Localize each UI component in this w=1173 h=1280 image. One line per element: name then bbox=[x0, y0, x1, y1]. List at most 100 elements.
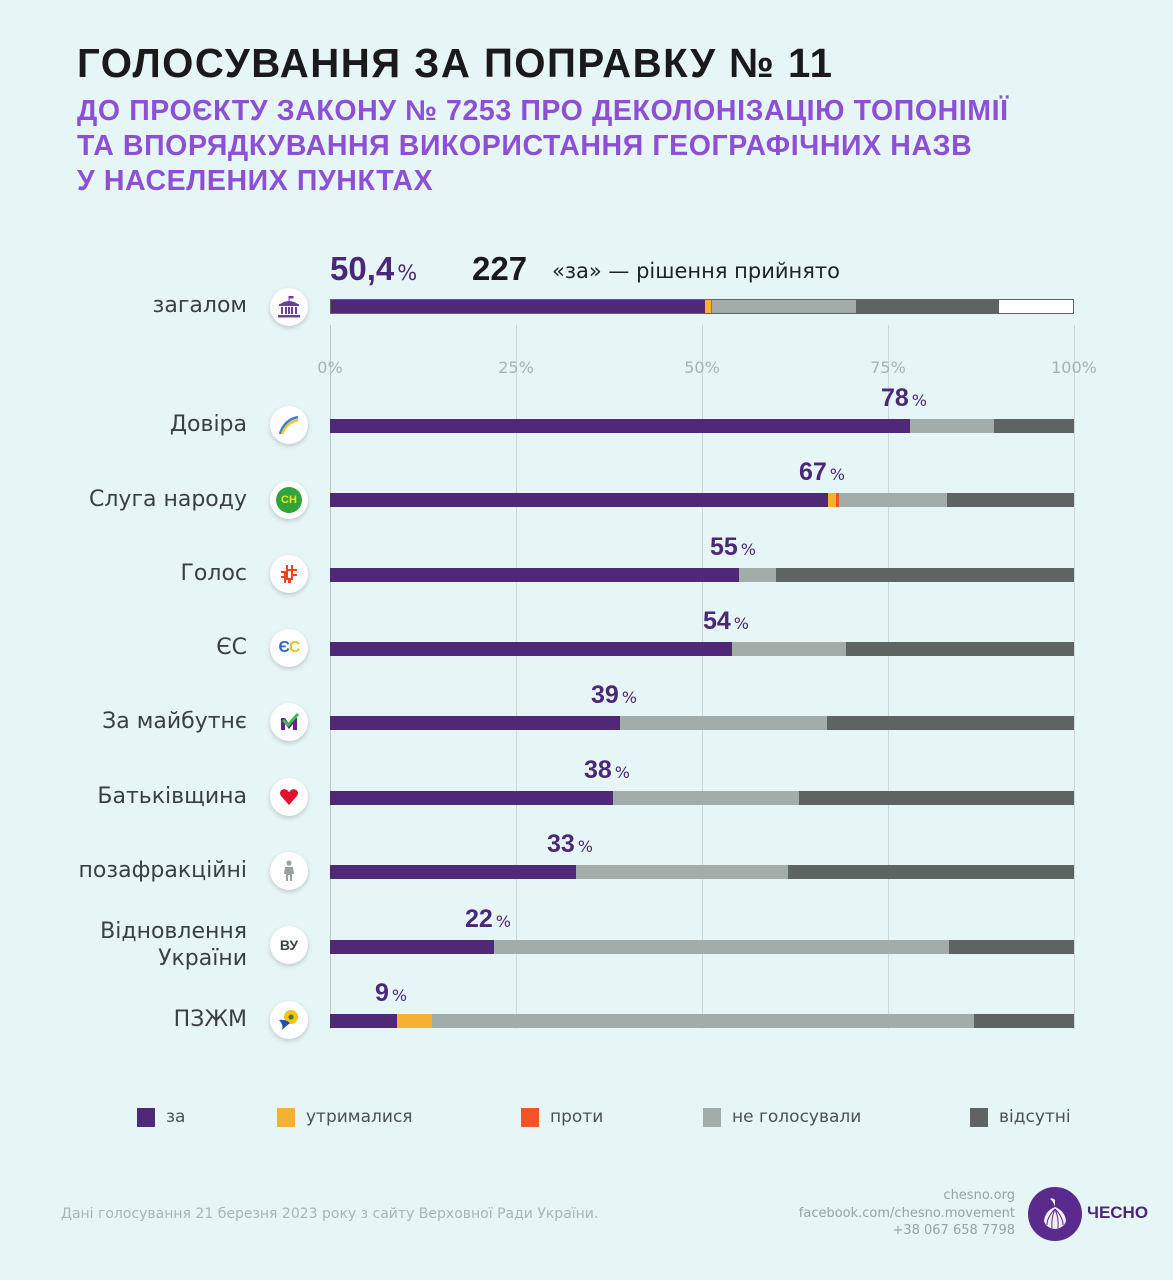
data-label: 67% bbox=[799, 458, 845, 487]
percent-sign: % bbox=[397, 261, 418, 285]
bar-segment-za bbox=[330, 865, 576, 879]
percent-sign: % bbox=[614, 763, 631, 782]
bar-overall bbox=[330, 299, 1074, 314]
bar-segment-za bbox=[330, 493, 829, 507]
row-label-yes: ЄС bbox=[216, 635, 247, 660]
data-label: 78% bbox=[881, 384, 927, 413]
overall-percent-value: 50,4 bbox=[330, 250, 395, 287]
bar-vidnovlennia-ukrainy bbox=[330, 940, 1074, 954]
yes-logo-letter-s: С bbox=[288, 639, 301, 656]
legend-item-proty: проти bbox=[521, 1107, 603, 1127]
bar-segment-vacant bbox=[999, 300, 1073, 313]
bar-segment-vidsutni bbox=[788, 865, 1074, 879]
bar-segment-za bbox=[330, 940, 494, 954]
contacts: chesno.org facebook.com/chesno.movement … bbox=[799, 1187, 1015, 1240]
data-label-value: 33 bbox=[546, 830, 575, 858]
x-tick-label: 50% bbox=[684, 358, 720, 377]
za-maibutnie-logo-icon bbox=[270, 703, 308, 741]
percent-sign: % bbox=[495, 912, 512, 931]
person-icon bbox=[270, 852, 308, 890]
bar-segment-ne-holosuvaly bbox=[712, 300, 856, 313]
data-label: 9% bbox=[375, 979, 407, 1008]
bar-za-maibutnie bbox=[330, 716, 1074, 730]
gridline bbox=[888, 325, 889, 1029]
bar-segment-ne-holosuvaly bbox=[431, 1014, 974, 1028]
data-label-value: 9 bbox=[374, 979, 389, 1007]
row-label-overall: загалом bbox=[152, 293, 247, 318]
vu-logo-icon: ВУ bbox=[270, 926, 308, 964]
data-label-value: 55 bbox=[709, 533, 738, 561]
x-tick-label: 100% bbox=[1051, 358, 1097, 377]
legend-label: проти bbox=[550, 1107, 604, 1127]
chesno-logo-text: ЧЕСНО bbox=[1087, 1203, 1149, 1222]
parliament-icon bbox=[270, 288, 308, 326]
subtitle-line: ТА ВПОРЯДКУВАННЯ ВИКОРИСТАННЯ ГЕОГРАФІЧН… bbox=[77, 130, 973, 162]
x-tick-label: 75% bbox=[870, 358, 906, 377]
bar-segment-za bbox=[330, 791, 613, 805]
bar-holos bbox=[330, 568, 1074, 582]
data-label-value: 78 bbox=[880, 384, 909, 412]
percent-sign: % bbox=[911, 391, 928, 410]
data-label: 39% bbox=[591, 681, 637, 710]
bar-yes bbox=[330, 642, 1074, 656]
bar-segment-vidsutni bbox=[845, 642, 1074, 656]
page-subtitle: ДО ПРОЄКТУ ЗАКОНУ № 7253 ПРО ДЕКОЛОНІЗАЦ… bbox=[77, 94, 1009, 199]
heart-icon bbox=[270, 778, 308, 816]
bar-segment-vidsutni bbox=[826, 716, 1074, 730]
bar-segment-utrymalysia bbox=[704, 300, 711, 313]
bar-segment-za bbox=[331, 300, 705, 313]
row-label-sluha-narodu: Слуга народу bbox=[89, 487, 247, 512]
bar-segment-vidsutni bbox=[799, 791, 1074, 805]
bar-batkivshchyna bbox=[330, 791, 1074, 805]
bar-segment-za bbox=[330, 419, 911, 433]
bar-segment-ne-holosuvaly bbox=[739, 568, 777, 582]
data-label-value: 22 bbox=[464, 905, 493, 933]
row-label-za-maibutnie: За майбутнє bbox=[102, 709, 247, 734]
label-line: України bbox=[158, 946, 247, 971]
bar-segment-vidsutni bbox=[993, 419, 1074, 433]
legend-label: за bbox=[166, 1107, 186, 1127]
percent-sign: % bbox=[740, 540, 757, 559]
overall-percent-label: 50,4% bbox=[330, 250, 417, 288]
bar-pzzhm bbox=[330, 1014, 1074, 1028]
sluha-narodu-logo-text: СН bbox=[276, 487, 302, 513]
website-link[interactable]: chesno.org bbox=[943, 1188, 1015, 1203]
bar-segment-vidsutni bbox=[948, 940, 1074, 954]
bar-segment-ne-holosuvaly bbox=[493, 940, 949, 954]
legend-item-utrymalysia: утрималися bbox=[277, 1107, 413, 1127]
votes-for-count: 227 bbox=[472, 250, 528, 287]
bar-segment-ne-holosuvaly bbox=[838, 493, 948, 507]
sunflower-bird-icon bbox=[270, 1001, 308, 1039]
bar-sluha-narodu bbox=[330, 493, 1074, 507]
bar-segment-utrymalysia bbox=[828, 493, 836, 507]
bar-segment-vidsutni bbox=[947, 493, 1074, 507]
label-line: Відновлення bbox=[100, 919, 247, 944]
legend-item-vidsutni: відсутні bbox=[970, 1107, 1071, 1127]
sluha-narodu-logo-icon: СН bbox=[270, 481, 308, 519]
yes-logo-icon: ЄС bbox=[270, 629, 308, 667]
percent-sign: % bbox=[391, 986, 408, 1005]
bar-segment-za bbox=[330, 716, 621, 730]
data-label: 38% bbox=[584, 756, 630, 785]
row-label-batkivshchyna: Батьківщина bbox=[97, 784, 247, 809]
legend-swatch bbox=[970, 1107, 988, 1127]
subtitle-line: У НАСЕЛЕНИХ ПУНКТАХ bbox=[77, 165, 434, 197]
percent-sign: % bbox=[621, 688, 638, 707]
legend-swatch bbox=[277, 1107, 295, 1127]
bar-segment-za bbox=[330, 568, 740, 582]
legend-label: відсутні bbox=[999, 1107, 1071, 1127]
row-label-pzzhm: ПЗЖМ bbox=[173, 1007, 247, 1032]
legend-swatch bbox=[703, 1107, 721, 1127]
bar-segment-ne-holosuvaly bbox=[731, 642, 846, 656]
gridline bbox=[330, 325, 331, 1029]
percent-sign: % bbox=[733, 614, 750, 633]
legend-swatch bbox=[137, 1107, 155, 1127]
bar-segment-vidsutni bbox=[776, 568, 1074, 582]
phone-number: +38 067 658 7798 bbox=[892, 1223, 1015, 1238]
bar-dovira bbox=[330, 419, 1074, 433]
facebook-link[interactable]: facebook.com/chesno.movement bbox=[798, 1205, 1015, 1221]
subtitle-line: ДО ПРОЄКТУ ЗАКОНУ № 7253 ПРО ДЕКОЛОНІЗАЦ… bbox=[77, 95, 1009, 127]
bar-segment-ne-holosuvaly bbox=[620, 716, 827, 730]
bar-segment-proty bbox=[835, 493, 839, 507]
row-label-dovira: Довіра bbox=[169, 412, 247, 437]
